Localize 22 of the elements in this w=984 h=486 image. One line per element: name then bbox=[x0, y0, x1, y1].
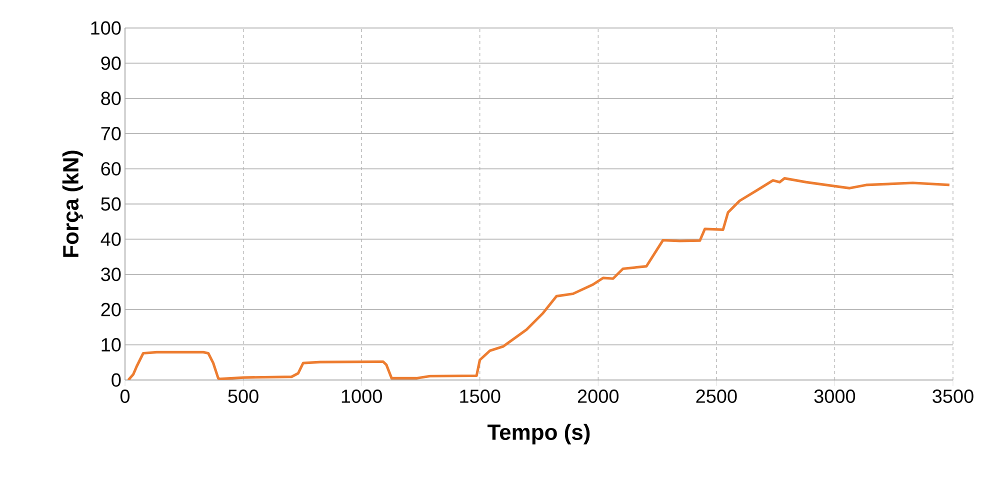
x-tick-label: 2500 bbox=[696, 390, 737, 403]
x-tick-label: 500 bbox=[228, 390, 258, 403]
x-tick-label: 3000 bbox=[814, 390, 856, 403]
line-series bbox=[127, 176, 951, 380]
x-tick-label: 2000 bbox=[578, 390, 619, 403]
x-tick-label: 1000 bbox=[342, 390, 382, 403]
y-tick-label: 60 bbox=[101, 162, 121, 176]
x-axis-title: Tempo (s) bbox=[488, 424, 590, 444]
x-tick-label: 0 bbox=[120, 390, 130, 403]
y-tick-label: 90 bbox=[101, 56, 121, 70]
y-tick-label: 70 bbox=[101, 126, 121, 140]
y-tick-label: 40 bbox=[100, 232, 121, 246]
y-axis-title: Força (kN) bbox=[62, 150, 83, 257]
y-tick-label: 0 bbox=[112, 373, 121, 387]
y-tick-label: 100 bbox=[91, 21, 121, 35]
y-tick-label: 10 bbox=[102, 338, 121, 352]
y-tick-label: 50 bbox=[101, 197, 121, 211]
y-tick-label: 30 bbox=[101, 268, 121, 282]
y-tick-label: 80 bbox=[101, 92, 121, 106]
x-tick-label: 1500 bbox=[460, 390, 500, 403]
x-tick-label: 3500 bbox=[932, 390, 974, 403]
y-tick-label: 20 bbox=[101, 302, 121, 316]
